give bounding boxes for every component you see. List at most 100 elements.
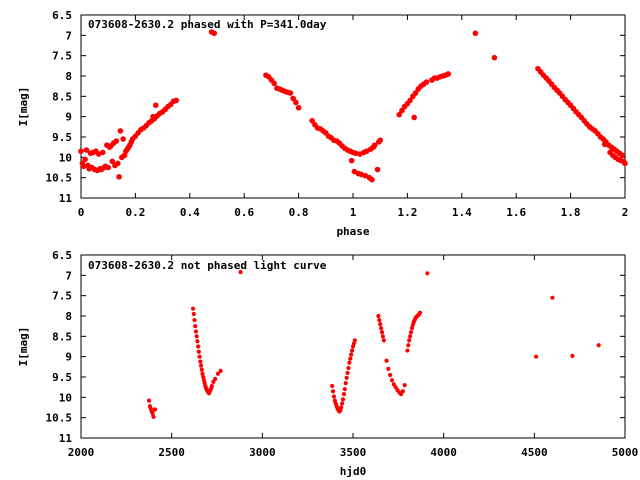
x-tick-label: 1.4	[452, 206, 472, 219]
data-point	[386, 366, 391, 371]
data-point	[191, 311, 196, 317]
data-point	[349, 348, 355, 353]
y-tick-label: 11	[59, 432, 73, 445]
data-point	[342, 387, 347, 392]
data-point	[378, 322, 383, 327]
data-point	[407, 97, 413, 104]
data-point	[550, 295, 555, 300]
data-point	[330, 389, 336, 394]
data-point	[622, 160, 628, 167]
data-point	[374, 166, 381, 173]
data-point	[309, 117, 316, 124]
data-point	[417, 310, 423, 315]
data-point	[117, 128, 124, 134]
data-point	[151, 414, 156, 419]
x-axis-label: hjd0	[340, 465, 367, 478]
data-point	[340, 397, 346, 402]
data-point	[99, 149, 106, 156]
data-point	[381, 338, 386, 343]
data-point	[173, 97, 179, 104]
data-point	[209, 383, 215, 389]
data-point	[339, 405, 344, 410]
data-point	[596, 343, 601, 348]
y-tick-label: 8.5	[52, 90, 72, 103]
y-tick-label: 10	[59, 391, 72, 404]
data-point	[570, 353, 575, 358]
data-point	[83, 147, 90, 153]
data-point	[348, 356, 353, 361]
data-point	[150, 411, 155, 416]
data-point	[201, 374, 206, 380]
data-point	[193, 329, 199, 334]
x-tick-label: 1.8	[561, 206, 581, 219]
data-point	[407, 338, 412, 343]
data-point	[377, 317, 382, 323]
data-point	[412, 90, 419, 96]
x-tick-label: 5000	[612, 446, 639, 459]
x-tick-label: 2	[622, 206, 629, 219]
data-point	[113, 138, 120, 144]
y-axis-label: I[mag]	[17, 327, 30, 367]
data-point	[200, 371, 205, 376]
data-point	[271, 80, 277, 87]
data-point	[351, 341, 357, 346]
data-point	[348, 157, 355, 164]
data-point	[293, 99, 299, 106]
data-point	[211, 30, 218, 37]
data-point	[341, 391, 347, 397]
data-point	[196, 349, 201, 354]
data-point	[290, 95, 296, 102]
x-tick-label: 1.6	[506, 206, 526, 219]
data-point	[152, 407, 158, 412]
y-tick-label: 9.5	[52, 131, 72, 144]
data-point	[405, 348, 410, 353]
data-point	[409, 326, 415, 331]
data-point	[215, 371, 221, 376]
data-point	[406, 343, 411, 348]
data-point	[408, 334, 413, 339]
chart-title: 073608-2630.2 phased with P=341.0day	[88, 18, 327, 31]
data-point	[534, 354, 539, 359]
data-point	[114, 160, 121, 167]
data-point	[379, 326, 384, 331]
data-point	[380, 334, 386, 339]
data-point	[198, 363, 204, 368]
data-point	[195, 339, 200, 344]
data-point	[238, 269, 243, 275]
data-point	[491, 54, 498, 61]
data-point	[199, 367, 204, 372]
data-point	[411, 114, 418, 121]
x-tick-label: 0.4	[180, 206, 200, 219]
y-axis-label: I[mag]	[17, 87, 30, 127]
data-point	[213, 376, 218, 382]
y-tick-label: 10.5	[46, 412, 73, 425]
data-point	[425, 271, 430, 276]
data-point	[371, 142, 378, 148]
data-point	[295, 104, 302, 111]
data-point	[153, 102, 159, 109]
data-point	[423, 79, 430, 85]
y-tick-label: 8.5	[52, 330, 72, 343]
data-point	[343, 381, 348, 386]
y-tick-label: 9	[65, 351, 72, 364]
y-tick-label: 6.5	[52, 249, 72, 262]
x-tick-label: 4000	[430, 446, 457, 459]
data-point	[472, 30, 479, 37]
chart-title: 073608-2630.2 not phased light curve	[88, 259, 327, 272]
data-point	[399, 107, 405, 114]
y-tick-label: 8	[65, 310, 72, 323]
data-point	[344, 375, 349, 380]
y-tick-label: 7.5	[52, 50, 72, 63]
data-point	[400, 389, 405, 394]
data-point	[116, 174, 122, 180]
y-tick-label: 10	[59, 151, 72, 164]
data-point	[388, 372, 393, 378]
x-tick-label: 1.2	[397, 206, 417, 219]
data-point	[190, 306, 196, 311]
data-point	[82, 156, 88, 163]
x-tick-label: 0.8	[289, 206, 309, 219]
x-tick-label: 0	[78, 206, 85, 219]
data-point	[349, 352, 354, 357]
data-point	[408, 330, 414, 335]
